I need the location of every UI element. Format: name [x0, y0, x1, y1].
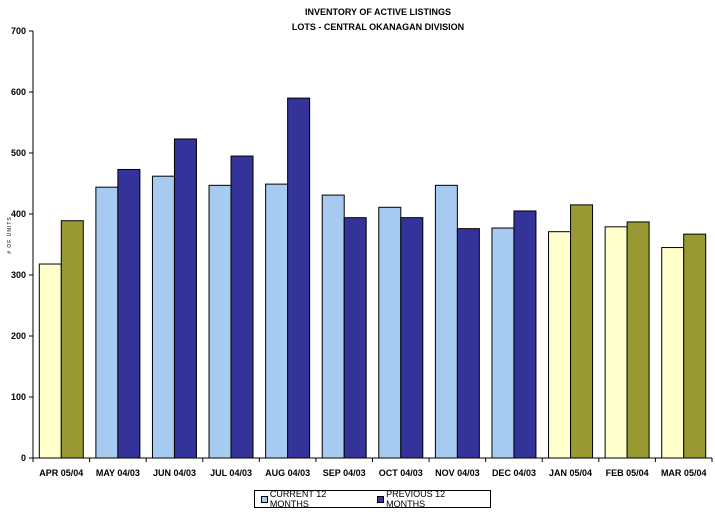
x-tick-label: NOV 04/03 [435, 468, 480, 478]
legend: CURRENT 12 MONTHS PREVIOUS 12 MONTHS [254, 489, 491, 509]
y-tick-label: 700 [11, 26, 26, 36]
y-tick-label: 400 [11, 209, 26, 219]
x-tick-label: APR 05/04 [39, 468, 83, 478]
bars-group [38, 97, 707, 459]
bar-previous [513, 210, 537, 459]
bar-previous [287, 97, 311, 459]
bar-previous [626, 221, 650, 459]
legend-swatch-current [261, 495, 268, 503]
bar-current [604, 226, 628, 459]
chart-subtitle: LOTS - CENTRAL OKANAGAN DIVISION [292, 22, 464, 32]
legend-label-previous: PREVIOUS 12 MONTHS [386, 489, 446, 509]
chart-title: INVENTORY OF ACTIVE LISTINGS [305, 7, 451, 17]
x-tick-label: MAR 05/04 [661, 468, 707, 478]
bar-current [265, 183, 289, 459]
legend-item-current: CURRENT 12 MONTHS [261, 489, 365, 509]
y-tick-label: 0 [21, 453, 26, 463]
bar-current [491, 227, 515, 459]
x-tick-label: SEP 04/03 [323, 468, 366, 478]
x-tick-label: AUG 04/03 [265, 468, 310, 478]
bar-previous [173, 138, 197, 459]
bar-current [321, 194, 345, 459]
bar-previous [60, 220, 84, 459]
x-ticks: APR 05/04 MAY 04/03 JUN 04/03 JUL 04/03 AUG … [32, 458, 713, 478]
x-tick-label: MAY 04/03 [96, 468, 140, 478]
bar-previous [400, 217, 424, 459]
y-tick-label: 600 [11, 87, 26, 97]
bar-current [661, 247, 685, 459]
legend-swatch-previous [377, 495, 385, 503]
bar-current [548, 231, 572, 459]
bar-previous [117, 168, 141, 459]
y-tick-label: 200 [11, 331, 26, 341]
bar-current [95, 186, 119, 459]
legend-item-previous: PREVIOUS 12 MONTHS [377, 489, 484, 509]
bar-previous [230, 155, 254, 459]
y-tick-label: 300 [11, 270, 26, 280]
x-tick-label: JUN 04/03 [153, 468, 196, 478]
y-tick-label: 500 [11, 148, 26, 158]
bar-previous [570, 204, 594, 459]
y-ticks: 0 100 200 300 400 500 600 700 [11, 26, 33, 463]
bar-current [38, 263, 62, 459]
x-tick-label: DEC 04/03 [492, 468, 536, 478]
bar-previous [343, 217, 367, 459]
x-tick-label: FEB 05/04 [606, 468, 649, 478]
bar-current [208, 184, 232, 459]
x-tick-label: JAN 05/04 [549, 468, 592, 478]
bar-current [434, 184, 458, 459]
y-tick-label: 100 [11, 392, 26, 402]
y-axis-label: # OF UNITS [7, 216, 13, 254]
legend-label-current: CURRENT 12 MONTHS [269, 489, 327, 509]
bar-current [378, 206, 402, 459]
x-tick-label: OCT 04/03 [379, 468, 423, 478]
bar-previous [683, 233, 707, 459]
bar-previous [456, 228, 480, 459]
x-tick-label: JUL 04/03 [210, 468, 252, 478]
bar-current [151, 175, 175, 459]
